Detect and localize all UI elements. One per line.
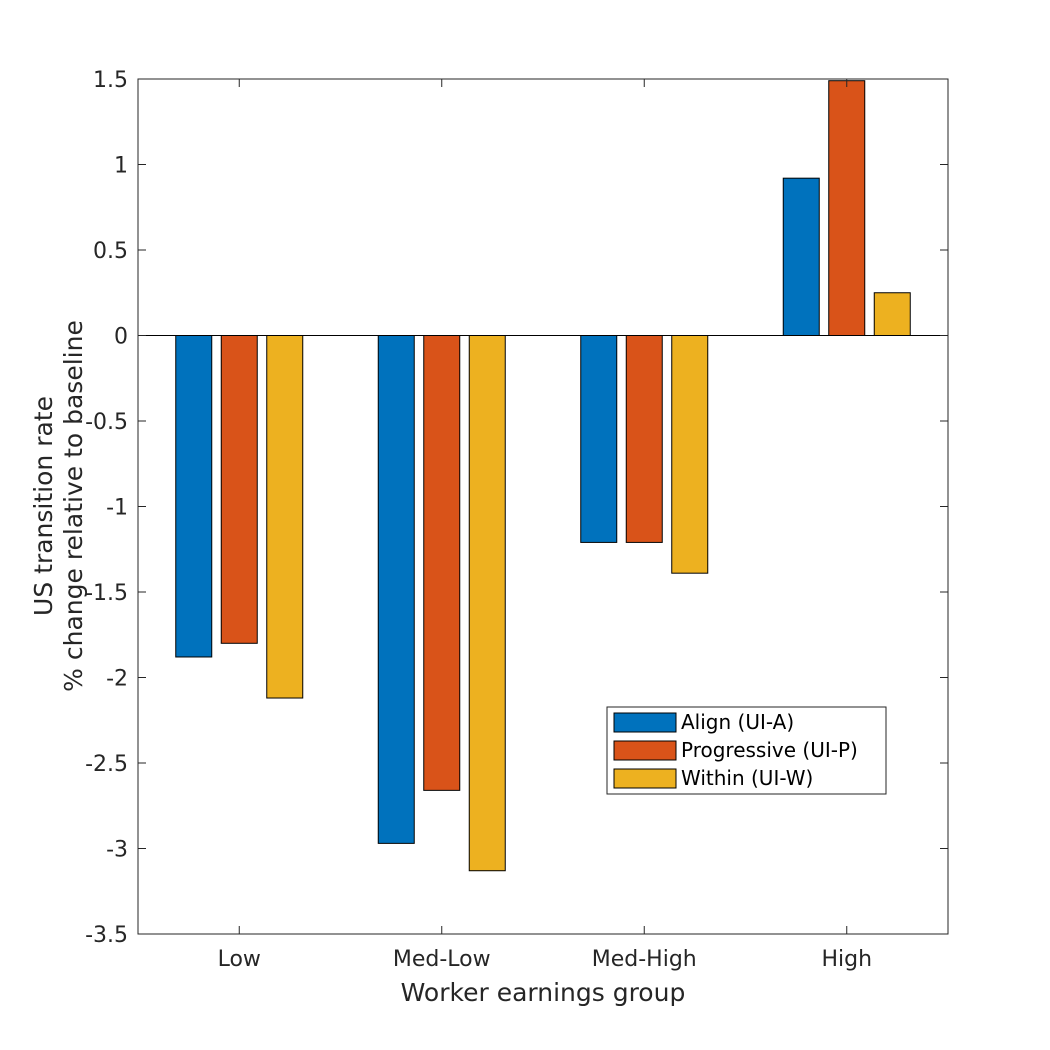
x-tick-label: High	[821, 947, 872, 972]
x-tick-label: Med-Low	[393, 947, 491, 972]
x-tick-label: Med-High	[592, 947, 697, 972]
bar	[580, 335, 618, 543]
y-tick-label: -1.5	[85, 581, 128, 606]
legend-label: Progressive (UI-P)	[681, 738, 858, 762]
legend: Align (UI-A) Progressive (UI-P) Within (UI…	[606, 706, 887, 795]
bar	[782, 177, 820, 336]
y-tick-label: -1	[106, 496, 128, 521]
y-tick-label: 0	[114, 325, 128, 350]
y-tick-label: -2	[106, 667, 128, 692]
bar	[175, 335, 213, 658]
y-tick-label: 1.5	[93, 68, 128, 93]
legend-swatch	[613, 768, 677, 789]
x-tick-label: Low	[218, 947, 261, 972]
y-tick-label: 0.5	[93, 239, 128, 264]
y-axis-label: US transition rate % change relative to …	[29, 320, 88, 692]
bar	[873, 292, 911, 336]
bars-layer	[175, 80, 911, 872]
legend-label: Align (UI-A)	[681, 710, 794, 734]
bar	[423, 335, 461, 791]
legend-swatch	[613, 712, 677, 733]
bar	[377, 335, 415, 844]
y-tick-label: 1	[114, 154, 128, 179]
bar	[220, 335, 258, 644]
legend-label: Within (UI-W)	[681, 766, 813, 790]
x-axis-label: Worker earnings group	[401, 978, 686, 1007]
y-axis-label-line-1: US transition rate	[29, 396, 58, 616]
y-tick-label: -3.5	[85, 923, 128, 948]
bar	[266, 335, 304, 699]
bar	[828, 80, 866, 336]
legend-swatch	[613, 740, 677, 761]
y-tick-label: -2.5	[85, 752, 128, 777]
y-tick-label: -0.5	[85, 410, 128, 435]
bar	[468, 335, 506, 872]
y-axis: 1.5 1 0.5 0 -0.5 -1 -1.5 -2 -2.5 -3 -3.5	[85, 68, 948, 948]
y-axis-label-line-2: % change relative to baseline	[59, 320, 88, 692]
y-tick-label: -3	[106, 838, 128, 863]
x-axis: Low Med-Low Med-High High	[218, 79, 872, 972]
plot-area	[138, 79, 948, 934]
bar	[671, 335, 709, 574]
bar	[625, 335, 663, 543]
